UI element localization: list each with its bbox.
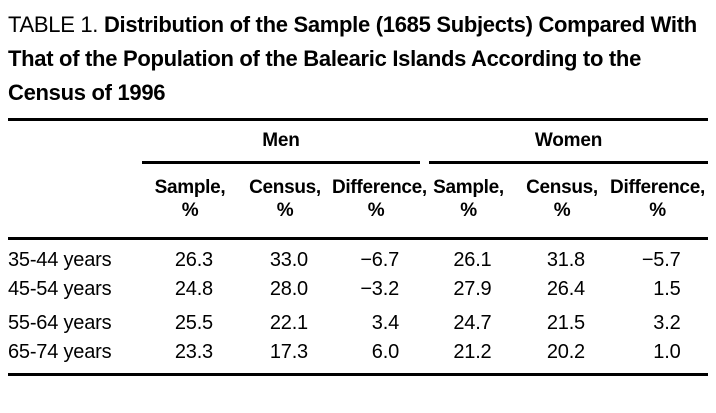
cell-men-census: 17.3	[269, 341, 308, 364]
cell-women-census: 20.2	[546, 341, 585, 364]
table-number: TABLE 1.	[8, 12, 99, 37]
col-header-men-sample: Sample,%	[142, 164, 238, 240]
group-header-women-cell: Women	[420, 120, 708, 164]
cell-men-census: 33.0	[269, 248, 308, 271]
col-header-women-difference: Difference,%	[607, 164, 708, 240]
group-header-row: Men Women	[8, 120, 708, 165]
cell-men-sample: 23.3	[174, 341, 213, 364]
col-header-women-census: Census,%	[517, 164, 607, 240]
table-row-65-74: 65-74 years 23.3 17.3 6.0 21.2 20.2 1.0	[8, 341, 708, 375]
cell-women-difference: −5.7	[641, 248, 681, 271]
group-header-men-cell: Men	[142, 120, 420, 164]
cell-men-sample: 25.5	[174, 312, 213, 334]
cell-women-difference: 1.0	[653, 341, 681, 364]
col-header-men-difference: Difference,%	[332, 164, 427, 240]
table-row-55-64: 55-64 years 25.5 22.1 3.4 24.7 21.5 3.2	[8, 307, 708, 341]
cell-men-difference: −3.2	[360, 278, 399, 300]
cell-women-sample: 26.1	[453, 248, 492, 271]
paper-table-figure: TABLE 1. Distribution of the Sample (168…	[8, 8, 708, 376]
col-header-men-census: Census,%	[238, 164, 332, 240]
cell-men-sample: 26.3	[174, 248, 213, 271]
cell-women-difference: 3.2	[653, 312, 681, 334]
table-row-35-44: 35-44 years 26.3 33.0 −6.7 26.1 31.8 −5.…	[8, 239, 708, 273]
table-title: TABLE 1. Distribution of the Sample (168…	[8, 8, 708, 118]
cell-men-difference: 6.0	[371, 341, 399, 364]
stub-header	[8, 164, 142, 240]
cell-men-difference: −6.7	[360, 248, 399, 271]
col-header-women-sample: Sample,%	[420, 164, 517, 240]
cell-women-census: 21.5	[546, 312, 585, 334]
group-header-men: Men	[142, 130, 420, 164]
cell-men-difference: 3.4	[371, 312, 399, 334]
cell-women-census: 26.4	[546, 278, 585, 300]
cell-women-sample: 24.7	[453, 312, 492, 334]
cell-women-difference: 1.5	[653, 278, 681, 300]
cell-men-census: 28.0	[269, 278, 308, 300]
data-table: Men Women Sample,% Census,% Difference,%…	[8, 118, 708, 376]
row-label: 45-54 years	[8, 278, 112, 300]
cell-men-sample: 24.8	[174, 278, 213, 300]
stub-header	[8, 120, 142, 165]
table-caption: Distribution of the Sample (1685 Subject…	[8, 12, 697, 105]
cell-men-census: 22.1	[269, 312, 308, 334]
row-label: 65-74 years	[8, 341, 112, 364]
column-header-row: Sample,% Census,% Difference,% Sample,% …	[8, 164, 708, 240]
cell-women-census: 31.8	[546, 248, 585, 271]
row-label: 35-44 years	[8, 248, 112, 271]
table-row-45-54: 45-54 years 24.8 28.0 −3.2 27.9 26.4 1.5	[8, 273, 708, 307]
cell-women-sample: 21.2	[453, 341, 492, 364]
cell-women-sample: 27.9	[453, 278, 492, 300]
row-label: 55-64 years	[8, 312, 112, 334]
group-header-women: Women	[429, 130, 708, 164]
